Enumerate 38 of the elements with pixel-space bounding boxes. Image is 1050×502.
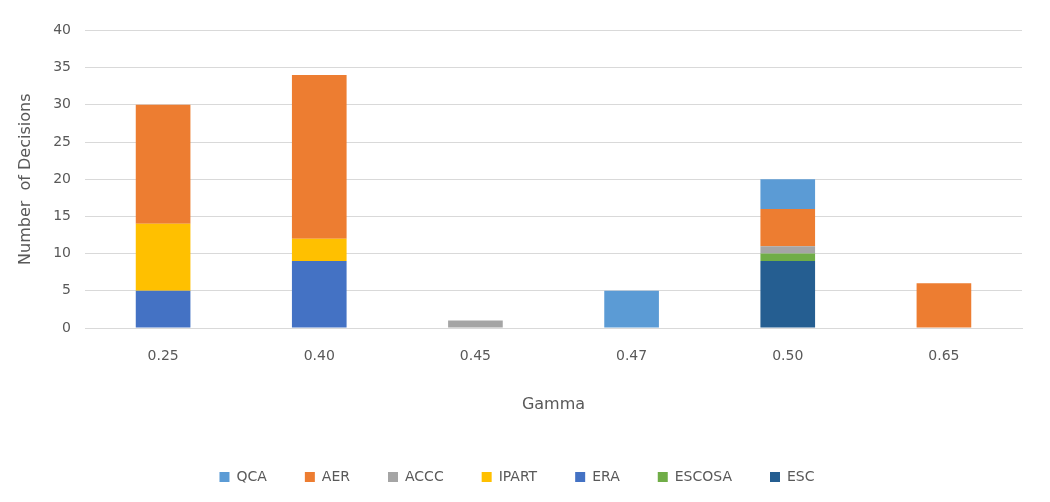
x-axis-title: Gamma	[521, 393, 586, 413]
legend-label: ESCOSA	[674, 467, 733, 484]
x-tick-label: 0.45	[459, 347, 492, 364]
y-tick-label: 20	[53, 169, 72, 186]
y-tick-label: 10	[53, 244, 72, 261]
y-tick-label: 0	[62, 318, 72, 335]
legend-label: AER	[321, 467, 351, 484]
y-tick-label: 5	[62, 281, 72, 298]
legend-label: IPART	[498, 467, 538, 484]
bar	[291, 75, 347, 239]
y-tick-label: 40	[53, 21, 72, 38]
x-tick-label: 0.40	[303, 347, 335, 364]
legend-label: ACCC	[405, 467, 444, 484]
legend-label: QCA	[236, 467, 268, 484]
bar	[760, 208, 816, 247]
y-tick-label: 15	[53, 207, 72, 224]
bar	[760, 261, 816, 328]
y-tick-label: 30	[53, 95, 72, 112]
y-tick-label: 25	[53, 132, 72, 149]
bar	[448, 320, 503, 328]
x-tick-label: 0.65	[928, 347, 960, 364]
bar	[291, 238, 347, 262]
bar	[135, 104, 191, 224]
bar	[135, 223, 191, 291]
y-tick-label: 35	[53, 58, 72, 75]
bar	[760, 246, 816, 254]
bar	[291, 261, 347, 328]
y-axis-title: Number of Decisions	[14, 93, 34, 265]
legend-label: ERA	[592, 467, 621, 484]
x-tick-label: 0.50	[772, 347, 804, 364]
x-tick-label: 0.25	[147, 347, 179, 364]
bar	[760, 179, 816, 209]
legend-label: ESC	[787, 467, 815, 484]
bar	[135, 290, 191, 328]
x-tick-label: 0.47	[616, 347, 648, 364]
bar	[916, 283, 972, 328]
bar	[760, 253, 816, 262]
bar	[604, 290, 659, 328]
